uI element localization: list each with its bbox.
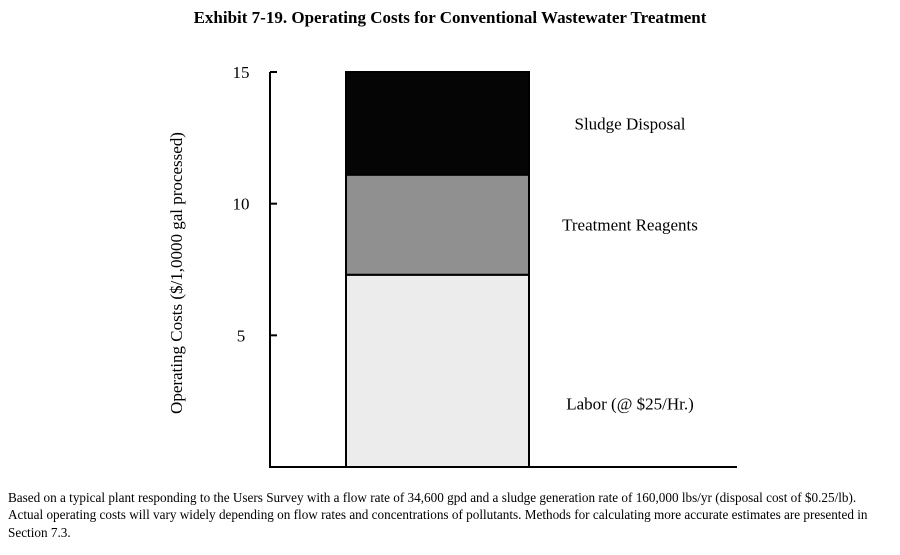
bar-segment [345,273,530,468]
series-label: Treatment Reagents [562,216,698,235]
caption: Based on a typical plant responding to t… [8,490,868,540]
y-axis-label: Operating Costs ($/1,0000 gal processed) [167,132,186,414]
series-label: Sludge Disposal [575,114,686,133]
bar-segments [345,71,530,468]
stacked-bar-chart: 5 10 15 Labor (@ $25/Hr.) Treatment Reagent… [167,63,737,468]
y-tick-label: 5 [237,326,246,345]
bar-segment [345,71,530,176]
y-tick-label: 15 [233,63,250,82]
chart-title: Exhibit 7-19. Operating Costs for Conven… [193,8,707,27]
bar-segment [345,173,530,276]
series-label: Labor (@ $25/Hr.) [566,395,694,414]
y-tick-label: 10 [233,195,250,214]
series-labels: Labor (@ $25/Hr.) Treatment Reagents Sludg… [562,114,698,413]
y-ticks: 5 10 15 [233,63,277,345]
